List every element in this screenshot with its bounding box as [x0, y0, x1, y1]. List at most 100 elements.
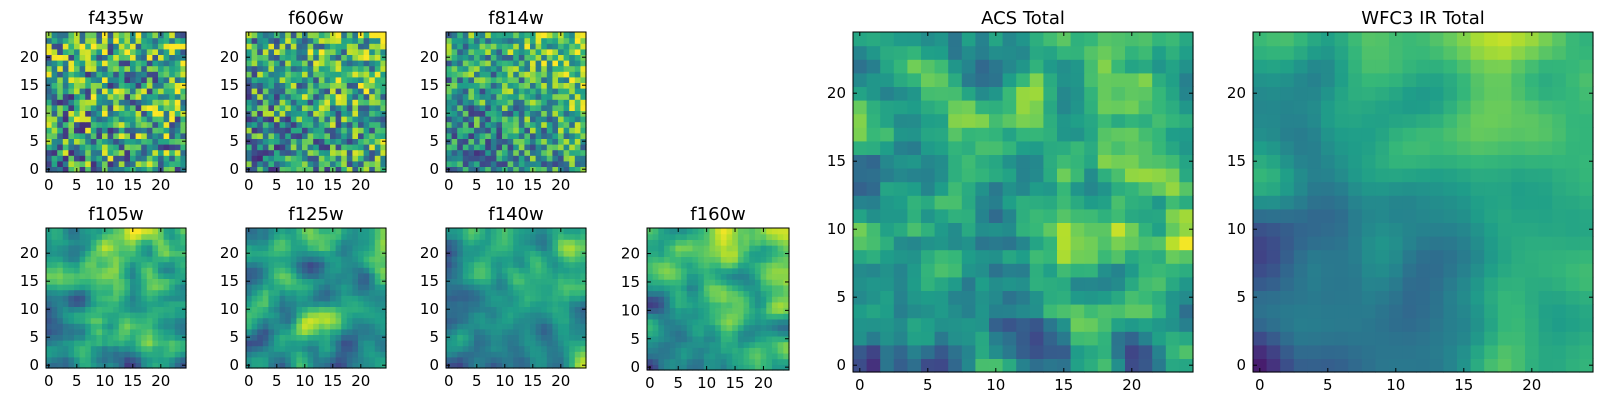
- heatmap-cell: [124, 155, 131, 162]
- heatmap-cell: [74, 110, 81, 117]
- heatmap-cell: [783, 290, 790, 297]
- heatmap-cell: [90, 244, 97, 251]
- heatmap-cell: [318, 110, 325, 117]
- heatmap-cell: [479, 65, 486, 72]
- heatmap-cell: [474, 71, 481, 78]
- heatmap-cell: [307, 317, 314, 324]
- heatmap-cell: [113, 272, 120, 279]
- heatmap-cell: [451, 323, 458, 330]
- heatmap-cell: [468, 155, 475, 162]
- heatmap-cell: [152, 43, 159, 50]
- heatmap-cell: [346, 54, 353, 61]
- heatmap-cell: [174, 323, 181, 330]
- heatmap-cell: [246, 244, 253, 251]
- heatmap-cell: [934, 195, 949, 210]
- heatmap-cell: [524, 289, 531, 296]
- heatmap-cell: [1002, 181, 1017, 196]
- heatmap-cell: [262, 54, 269, 61]
- heatmap-cell: [302, 295, 309, 302]
- heatmap-cell: [90, 351, 97, 358]
- heatmap-cell: [853, 344, 868, 359]
- heatmap-cell: [79, 278, 86, 285]
- heatmap-cell: [1097, 276, 1112, 291]
- heatmap-cell: [664, 239, 671, 246]
- heatmap-cell: [374, 323, 381, 330]
- heatmap-cell: [285, 88, 292, 95]
- heatmap-cell: [975, 344, 990, 359]
- heatmap-cell: [569, 65, 576, 72]
- heatmap-cell: [893, 195, 908, 210]
- heatmap-cell: [507, 43, 514, 50]
- heatmap-cell: [749, 273, 756, 280]
- heatmap-cell: [74, 37, 81, 44]
- heatmap-cell: [369, 88, 376, 95]
- heatmap-cell: [535, 278, 542, 285]
- heatmap-cell: [948, 304, 963, 319]
- heatmap-cell: [574, 334, 581, 341]
- heatmap-cell: [174, 278, 181, 285]
- heatmap-cell: [296, 54, 303, 61]
- heatmap-cell: [174, 93, 181, 100]
- heatmap-cell: [62, 289, 69, 296]
- heatmap-cell: [302, 250, 309, 257]
- heatmap-cell: [257, 256, 264, 263]
- heatmap-cell: [686, 307, 694, 314]
- heatmap-cell: [352, 155, 359, 162]
- heatmap-cell: [771, 358, 779, 365]
- heatmap-cell: [369, 104, 376, 111]
- heatmap-cell: [135, 328, 142, 335]
- heatmap-cell: [574, 289, 581, 296]
- heatmap-cell: [709, 284, 716, 292]
- heatmap-cell: [479, 239, 486, 246]
- heatmap-cell: [141, 300, 148, 307]
- heatmap-cell: [1029, 195, 1044, 210]
- heatmap-cell: [485, 351, 492, 358]
- heatmap-cell: [302, 300, 309, 307]
- heatmap-cell: [96, 155, 103, 162]
- heatmap-cell: [363, 110, 370, 117]
- heatmap-cell: [474, 144, 481, 151]
- heatmap-cell: [446, 267, 453, 274]
- heatmap-cell: [546, 82, 553, 89]
- heatmap-cell: [51, 93, 58, 100]
- heatmap-cell: [518, 351, 525, 358]
- heatmap-cell: [341, 48, 348, 55]
- heatmap-cell: [85, 160, 92, 167]
- heatmap-cell: [1125, 358, 1140, 373]
- heatmap-cell: [341, 149, 348, 156]
- heatmap-cell: [664, 284, 671, 292]
- heatmap-cell: [68, 82, 75, 89]
- heatmap-cell: [580, 267, 587, 274]
- heatmap-cell: [380, 284, 387, 291]
- heatmap-cell: [1097, 344, 1112, 359]
- heatmap-cell: [124, 160, 131, 167]
- heatmap-cell: [686, 256, 694, 263]
- heatmap-cell: [330, 144, 337, 151]
- heatmap-cell: [346, 345, 353, 352]
- heatmap-cell: [1002, 358, 1017, 373]
- heatmap-cell: [1016, 358, 1031, 373]
- heatmap-cell: [474, 65, 481, 72]
- heatmap-cell: [462, 328, 469, 335]
- heatmap-cell: [62, 239, 69, 246]
- heatmap-cell: [146, 300, 153, 307]
- heatmap-cell: [580, 93, 587, 100]
- heatmap-cell: [766, 324, 773, 331]
- heatmap-cell: [363, 48, 370, 55]
- heatmap-cell: [107, 32, 114, 39]
- heatmap-cell: [152, 300, 159, 307]
- heatmap-cell: [541, 334, 548, 341]
- heatmap-cell: [118, 228, 125, 235]
- heatmap-cell: [749, 307, 756, 314]
- heatmap-cell: [451, 166, 458, 173]
- heatmap-cell: [686, 290, 694, 297]
- heatmap-cell: [530, 88, 537, 95]
- heatmap-cell: [341, 110, 348, 117]
- heatmap-cell: [552, 104, 559, 111]
- heatmap-cell: [535, 160, 542, 167]
- heatmap-cell: [1152, 208, 1167, 223]
- heatmap-cell: [174, 144, 181, 151]
- heatmap-cell: [535, 76, 542, 83]
- heatmap-cell: [318, 239, 325, 246]
- heatmap-cell: [296, 323, 303, 330]
